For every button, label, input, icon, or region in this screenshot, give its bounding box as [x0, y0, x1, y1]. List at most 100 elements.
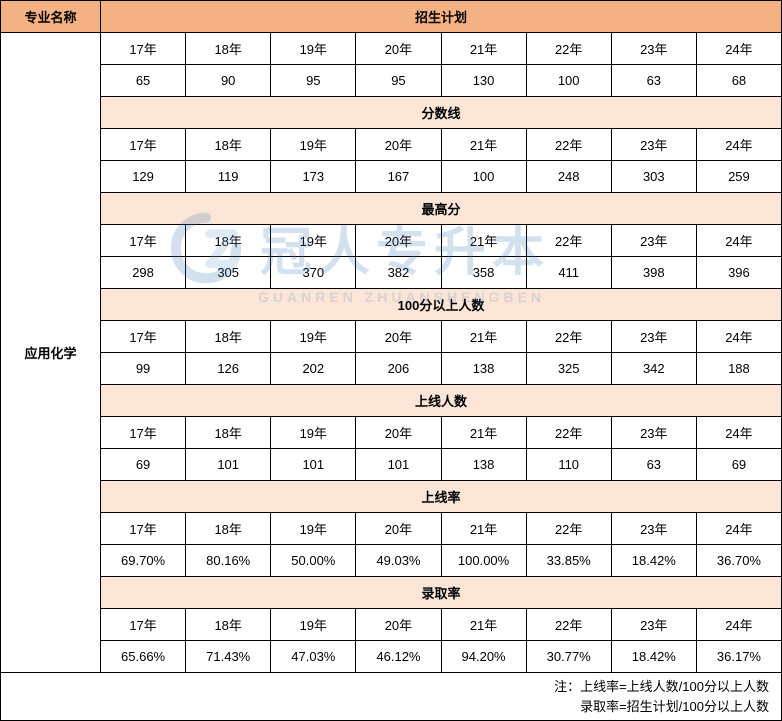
year-cell: 20年 — [356, 417, 441, 449]
year-cell: 20年 — [356, 321, 441, 353]
value-cell: 63 — [611, 449, 696, 481]
table-row: 129119173167100248303259 — [1, 161, 782, 193]
year-cell: 22年 — [526, 225, 611, 257]
table-row: 17年18年19年20年21年22年23年24年 — [1, 129, 782, 161]
value-cell: 138 — [441, 449, 526, 481]
table-row: 100分以上人数 — [1, 289, 782, 321]
data-table-container: 专业名称 招生计划 应用化学 17年 18年 19年 20年 21年 22年 2… — [0, 0, 782, 721]
value-cell: 342 — [611, 353, 696, 385]
value-cell: 298 — [101, 257, 186, 289]
value-cell: 100 — [526, 65, 611, 97]
footnote-cell: 注：上线率=上线人数/100分以上人数 录取率=招生计划/100分以上人数 — [1, 673, 782, 721]
year-cell: 18年 — [186, 129, 271, 161]
value-cell: 167 — [356, 161, 441, 193]
year-cell: 24年 — [696, 609, 781, 641]
value-cell: 69.70% — [101, 545, 186, 577]
year-cell: 24年 — [696, 417, 781, 449]
footnote-row: 注：上线率=上线人数/100分以上人数 录取率=招生计划/100分以上人数 — [1, 673, 782, 721]
value-cell: 65 — [101, 65, 186, 97]
year-cell: 19年 — [271, 33, 356, 65]
year-cell: 19年 — [271, 609, 356, 641]
value-cell: 248 — [526, 161, 611, 193]
table-row: 99126202206138325342188 — [1, 353, 782, 385]
table-row: 69.70%80.16%50.00%49.03%100.00%33.85%18.… — [1, 545, 782, 577]
year-cell: 18年 — [186, 321, 271, 353]
year-cell: 22年 — [526, 321, 611, 353]
year-cell: 18年 — [186, 225, 271, 257]
value-cell: 325 — [526, 353, 611, 385]
value-cell: 50.00% — [271, 545, 356, 577]
value-cell: 69 — [696, 449, 781, 481]
year-cell: 19年 — [271, 129, 356, 161]
value-cell: 94.20% — [441, 641, 526, 673]
table-row: 17年18年19年20年21年22年23年24年 — [1, 321, 782, 353]
year-cell: 18年 — [186, 513, 271, 545]
value-cell: 396 — [696, 257, 781, 289]
year-cell: 22年 — [526, 417, 611, 449]
value-cell: 47.03% — [271, 641, 356, 673]
year-cell: 20年 — [356, 33, 441, 65]
year-cell: 20年 — [356, 225, 441, 257]
major-name-cell: 应用化学 — [1, 33, 101, 673]
year-cell: 17年 — [101, 609, 186, 641]
year-cell: 20年 — [356, 609, 441, 641]
table-row: 上线人数 — [1, 385, 782, 417]
value-cell: 100.00% — [441, 545, 526, 577]
year-cell: 19年 — [271, 321, 356, 353]
table-row: 17年18年19年20年21年22年23年24年 — [1, 609, 782, 641]
table-row: 691011011011381106369 — [1, 449, 782, 481]
year-cell: 23年 — [611, 225, 696, 257]
year-cell: 21年 — [441, 513, 526, 545]
value-cell: 63 — [611, 65, 696, 97]
value-cell: 18.42% — [611, 641, 696, 673]
year-cell: 20年 — [356, 513, 441, 545]
value-cell: 358 — [441, 257, 526, 289]
year-cell: 24年 — [696, 225, 781, 257]
year-cell: 17年 — [101, 225, 186, 257]
table-row: 录取率 — [1, 577, 782, 609]
footnote-line2: 录取率=招生计划/100分以上人数 — [580, 699, 769, 714]
value-cell: 99 — [101, 353, 186, 385]
value-cell: 65.66% — [101, 641, 186, 673]
value-cell: 110 — [526, 449, 611, 481]
value-cell: 80.16% — [186, 545, 271, 577]
value-cell: 46.12% — [356, 641, 441, 673]
value-cell: 101 — [356, 449, 441, 481]
year-cell: 23年 — [611, 321, 696, 353]
year-cell: 17年 — [101, 417, 186, 449]
year-cell: 22年 — [526, 609, 611, 641]
year-cell: 24年 — [696, 513, 781, 545]
value-cell: 69 — [101, 449, 186, 481]
year-cell: 20年 — [356, 129, 441, 161]
year-cell: 17年 — [101, 33, 186, 65]
value-cell: 370 — [271, 257, 356, 289]
table-row: 298305370382358411398396 — [1, 257, 782, 289]
section-title: 录取率 — [101, 577, 782, 609]
value-cell: 18.42% — [611, 545, 696, 577]
table-row: 分数线 — [1, 97, 782, 129]
table-row: 17年18年19年20年21年22年23年24年 — [1, 513, 782, 545]
major-label-header: 专业名称 — [1, 1, 101, 33]
value-cell: 36.70% — [696, 545, 781, 577]
section-title: 上线率 — [101, 481, 782, 513]
year-cell: 24年 — [696, 321, 781, 353]
footnote-line1: 注：上线率=上线人数/100分以上人数 — [554, 679, 769, 694]
year-cell: 18年 — [186, 417, 271, 449]
year-cell: 21年 — [441, 609, 526, 641]
value-cell: 411 — [526, 257, 611, 289]
year-cell: 23年 — [611, 33, 696, 65]
value-cell: 101 — [186, 449, 271, 481]
value-cell: 30.77% — [526, 641, 611, 673]
value-cell: 100 — [441, 161, 526, 193]
data-table: 专业名称 招生计划 应用化学 17年 18年 19年 20年 21年 22年 2… — [0, 0, 782, 721]
year-cell: 24年 — [696, 33, 781, 65]
section-title: 分数线 — [101, 97, 782, 129]
year-cell: 24年 — [696, 129, 781, 161]
year-cell: 22年 — [526, 129, 611, 161]
table-row: 上线率 — [1, 481, 782, 513]
value-cell: 95 — [356, 65, 441, 97]
value-cell: 126 — [186, 353, 271, 385]
year-cell: 21年 — [441, 129, 526, 161]
plan-label-header: 招生计划 — [101, 1, 782, 33]
table-row: 最高分 — [1, 193, 782, 225]
